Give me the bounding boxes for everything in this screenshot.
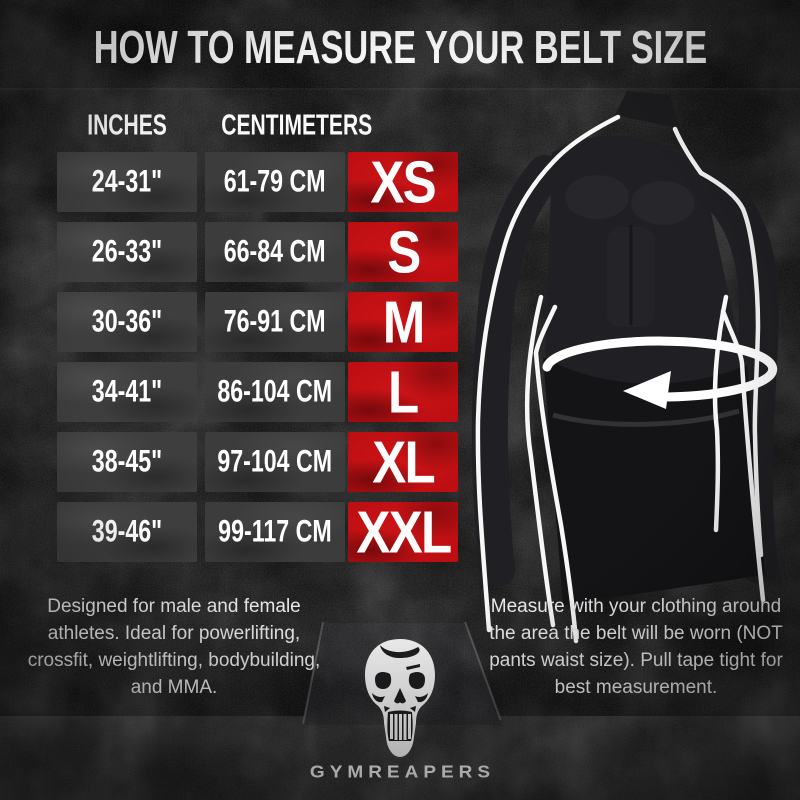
inches-value: 26-33" xyxy=(57,222,197,282)
size-badge: XS xyxy=(348,149,458,215)
centimeters-value: 86-104 CM xyxy=(205,362,345,422)
centimeters-value: 66-84 CM xyxy=(205,222,345,282)
size-badge: L xyxy=(348,359,458,425)
size-badge: M xyxy=(348,289,458,355)
inches-value: 38-45" xyxy=(57,432,197,492)
centimeters-value: 97-104 CM xyxy=(205,432,345,492)
column-header-centimeters: CENTIMETERS xyxy=(221,109,373,141)
inches-value: 34-41" xyxy=(57,362,197,422)
skull-icon xyxy=(365,639,435,757)
page-title: HOW TO MEASURE YOUR BELT SIZE xyxy=(93,22,707,74)
table-row: 39-46" 99-117 CM XXL xyxy=(57,499,458,565)
athletes-note: Designed for male and female athletes. I… xyxy=(27,596,321,698)
size-badge: XL xyxy=(348,429,458,495)
column-header-inches: INCHES xyxy=(87,109,167,141)
centimeters-value: 99-117 CM xyxy=(205,502,345,562)
inches-value: 39-46" xyxy=(57,502,197,562)
table-row: 34-41" 86-104 CM L xyxy=(57,359,458,425)
size-table: 24-31" 61-79 CM XS 26-33" 66-84 CM S 30-… xyxy=(57,149,458,565)
table-row: 24-31" 61-79 CM XS xyxy=(57,149,458,215)
size-badge: S xyxy=(348,219,458,285)
table-row: 30-36" 76-91 CM M xyxy=(57,289,458,355)
inches-value: 24-31" xyxy=(57,152,197,212)
centimeters-value: 61-79 CM xyxy=(205,152,345,212)
table-row: 38-45" 97-104 CM XL xyxy=(57,429,458,495)
male-torso-figure xyxy=(471,91,779,644)
inches-value: 30-36" xyxy=(57,292,197,352)
table-row: 26-33" 66-84 CM S xyxy=(57,219,458,285)
brand-wordmark: GYMREAPERS xyxy=(309,762,496,783)
centimeters-value: 76-91 CM xyxy=(205,292,345,352)
measuring-instructions-note: Measure with your clothing around the ar… xyxy=(489,596,783,698)
size-badge: XXL xyxy=(348,499,458,565)
